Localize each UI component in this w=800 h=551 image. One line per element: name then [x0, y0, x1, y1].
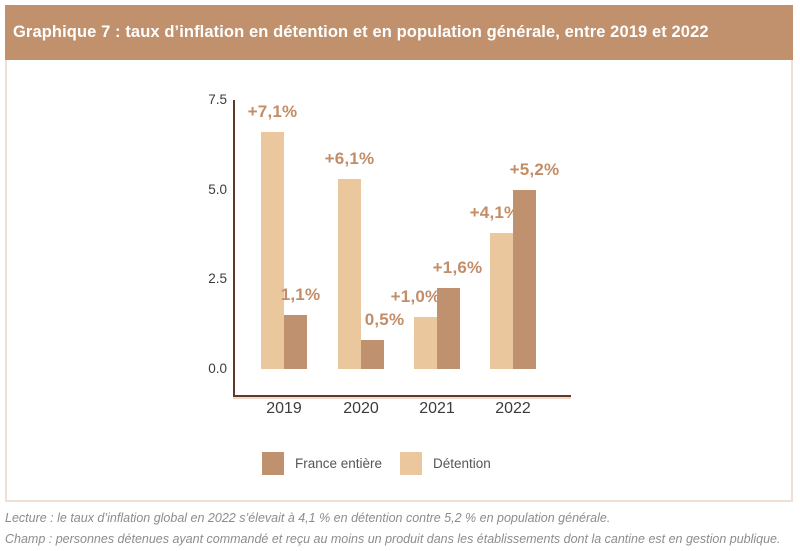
chart-card: [5, 5, 793, 502]
x-axis-category-label: 2021: [419, 400, 455, 417]
legend-label-detention: Détention: [433, 456, 491, 471]
x-axis-line: [233, 395, 571, 397]
x-axis-category-label: 2019: [266, 400, 302, 417]
legend-item-france-entiere: France entière: [262, 452, 382, 475]
bar-detention-2020: [338, 179, 361, 369]
chart-title: Graphique 7 : taux d’inflation en détent…: [13, 23, 709, 41]
legend-label-france-entiere: France entière: [295, 456, 383, 471]
bar-detention-2022: [490, 233, 513, 369]
legend-swatch-detention: [400, 452, 422, 475]
x-axis-category-label: 2020: [343, 400, 379, 417]
bar-france-entiere-2021: [437, 288, 460, 369]
bar-france-entiere-2020: [361, 340, 384, 369]
bar-value-label: +1,6%: [432, 258, 483, 277]
y-axis-tick-label: 0.0: [208, 361, 227, 376]
y-axis-tick-label: 7.5: [208, 91, 227, 107]
bar-detention-2019: [261, 132, 284, 369]
bar-france-entiere-2022: [513, 190, 536, 369]
y-axis-line: [233, 100, 235, 397]
y-axis-tick-label: 2.5: [208, 271, 227, 287]
bar-detention-2021: [414, 317, 437, 369]
bar-value-label: +5,2%: [509, 160, 560, 179]
bar-france-entiere-2019: [284, 315, 307, 369]
legend-item-detention: Détention: [400, 452, 491, 475]
note-champ: Champ : personnes détenues ayant command…: [5, 532, 781, 546]
chart-title-bar: Graphique 7 : taux d’inflation en détent…: [5, 5, 793, 60]
bar-value-label: +4,1%: [469, 203, 520, 222]
x-axis-category-label: 2022: [495, 400, 531, 417]
legend-swatch-france-entiere: [262, 452, 284, 475]
bar-value-label: +7,1%: [247, 102, 298, 121]
bar-value-label: 0,5%: [364, 310, 405, 329]
bar-value-label: +1,0%: [390, 287, 441, 306]
note-lecture: Lecture : le taux d’inflation global en …: [5, 511, 611, 525]
bar-value-label: +6,1%: [324, 149, 375, 168]
bar-value-label: 1,1%: [280, 285, 321, 304]
y-axis-tick-label: 5.0: [208, 181, 227, 197]
